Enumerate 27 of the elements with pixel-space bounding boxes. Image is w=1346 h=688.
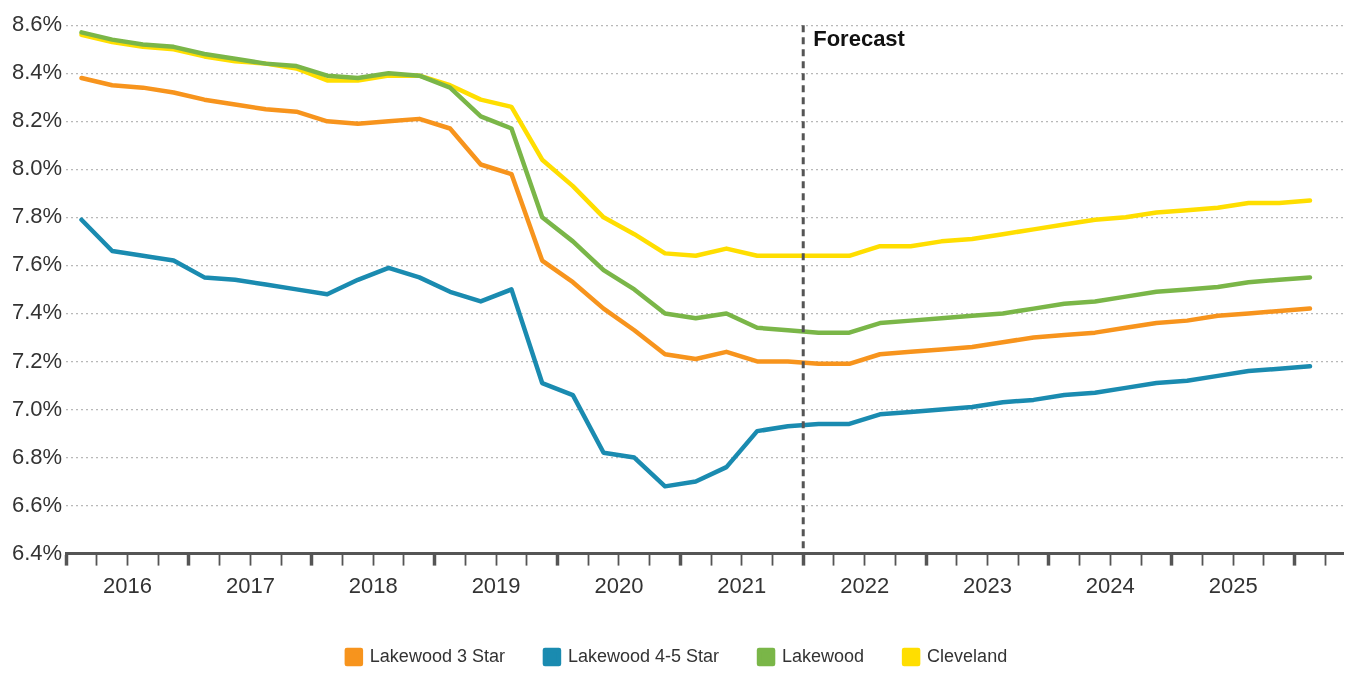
- legend-label: Lakewood 4-5 Star: [567, 645, 720, 666]
- y-tick-label: 6.6%: [11, 491, 63, 517]
- x-tick-label: 2024: [1085, 572, 1135, 598]
- y-tick-label: 7.4%: [11, 299, 63, 325]
- y-tick-label: 8.6%: [11, 11, 63, 37]
- x-tick-label: 2021: [717, 572, 767, 598]
- y-tick-label: 7.6%: [11, 251, 63, 277]
- y-tick-label: 6.4%: [11, 539, 63, 565]
- legend-label: Lakewood: [782, 645, 865, 666]
- y-tick-label: 8.4%: [11, 59, 63, 85]
- ref-line-label: Forecast: [813, 26, 906, 52]
- y-tick-label: 6.8%: [11, 443, 63, 469]
- x-tick-label: 2016: [103, 572, 153, 598]
- x-tick-label: 2023: [963, 572, 1012, 598]
- y-tick-label: 7.2%: [11, 347, 63, 373]
- legend-label: Lakewood 3 Star: [369, 645, 505, 666]
- x-tick-label: 2018: [348, 572, 398, 598]
- y-tick-label: 7.8%: [11, 203, 63, 229]
- y-tick-label: 8.2%: [11, 107, 63, 133]
- legend-label: Cleveland: [927, 645, 1008, 666]
- y-tick-label: 8.0%: [11, 155, 63, 181]
- y-tick-label: 7.0%: [11, 395, 63, 421]
- x-tick-label: 2020: [594, 572, 644, 598]
- x-tick-label: 2025: [1208, 572, 1258, 598]
- x-tick-label: 2022: [840, 572, 890, 598]
- x-tick-label: 2019: [471, 572, 521, 598]
- x-tick-label: 2017: [225, 572, 275, 598]
